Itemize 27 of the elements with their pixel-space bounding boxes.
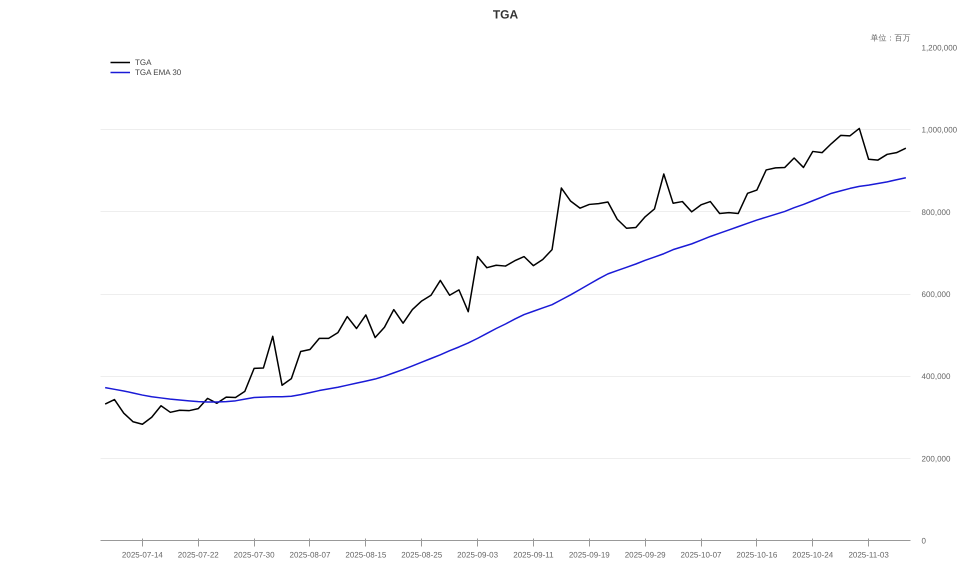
y-tick-label: 1,200,000 [922,44,958,52]
y-tick-label: 200,000 [922,454,951,464]
y-tick-label: 1,000,000 [922,126,958,135]
x-tick-label: 2025-07-14 [122,550,164,560]
x-tick-label: 2025-08-15 [345,550,387,560]
y-tick-label: 800,000 [922,208,951,217]
legend-label: TGA EMA 30 [135,67,182,77]
x-tick-label: 2025-07-30 [234,550,276,560]
line-series [104,176,907,403]
x-tick-label: 2025-09-19 [568,550,610,560]
x-tick-label: 2025-09-03 [457,550,499,560]
x-tick-label: 2025-09-29 [624,550,666,560]
legend-label: TGA [135,57,152,67]
x-tick-label: 2025-08-25 [401,550,443,560]
line-series [104,128,907,425]
y-tick-label: 0 [922,536,926,546]
y-tick-label: 400,000 [922,372,951,382]
x-tick-label: 2025-08-07 [290,550,331,560]
x-tick-label: 2025-11-03 [848,550,890,560]
x-tick-label: 2025-07-22 [178,550,220,560]
y-tick-label: 600,000 [922,290,951,299]
text: 单位：百万 [870,34,910,42]
x-tick-label: 2025-10-07 [680,550,722,560]
chart-title: TGA [492,8,518,22]
x-tick-label: 2025-10-16 [736,550,778,560]
x-tick-label: 2025-09-11 [513,550,554,560]
x-tick-label: 2025-10-24 [792,550,834,560]
